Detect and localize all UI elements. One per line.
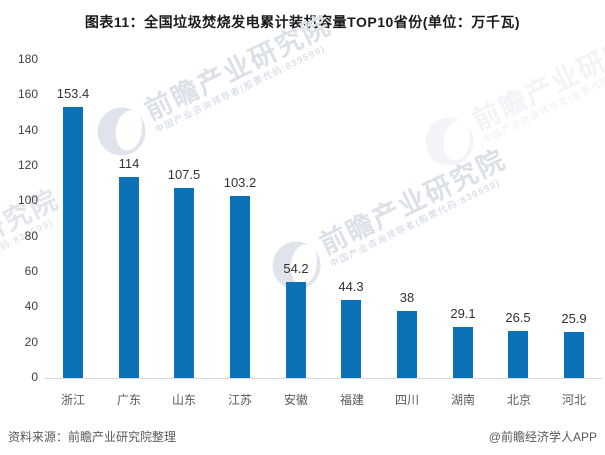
x-axis-category-label: 福建: [339, 393, 364, 407]
y-axis-tick-label: 0: [31, 370, 38, 384]
bar-江苏: [230, 196, 250, 378]
y-axis-tick-label: 60: [24, 264, 38, 278]
bar-value-label: 29.1: [450, 306, 476, 321]
bar-value-label: 103.2: [223, 175, 257, 190]
y-axis-tick-label: 80: [24, 228, 38, 243]
y-axis-tick-label: 100: [17, 193, 38, 208]
x-axis-category-label: 广东: [116, 393, 141, 407]
bar-value-label: 26.5: [505, 310, 531, 325]
bar-安徽: [286, 282, 306, 378]
y-axis-tick-label: 40: [24, 299, 38, 314]
x-axis-category-label: 安徽: [283, 393, 308, 407]
bar-北京: [508, 331, 528, 378]
bar-河北: [564, 332, 584, 378]
bar-福建: [341, 300, 361, 378]
bar-value-label: 114: [118, 156, 140, 171]
bar-山东: [174, 188, 194, 378]
bar-value-label: 153.4: [56, 86, 90, 101]
x-axis-category-label: 四川: [394, 393, 419, 407]
credit-note: @前瞻经济学人APP: [488, 430, 597, 444]
chart-title: 图表11：全国垃圾焚烧发电累计装机容量TOP10省份(单位：万千瓦): [84, 14, 521, 30]
x-axis-category-label: 浙江: [60, 393, 85, 407]
bar-value-label: 107.5: [167, 167, 201, 182]
bar-value-label: 44.3: [338, 279, 364, 294]
bar-湖南: [453, 327, 473, 378]
y-axis-tick-label: 120: [17, 158, 38, 172]
x-axis-category-label: 湖南: [450, 393, 475, 407]
x-axis-category-label: 北京: [506, 393, 531, 407]
bar-四川: [397, 311, 417, 378]
x-axis-category-label: 江苏: [227, 393, 252, 407]
bar-value-label: 38: [399, 290, 415, 305]
y-axis-tick-label: 180: [17, 52, 38, 66]
x-axis-category-label: 河北: [561, 393, 586, 407]
data-source-note: 资料来源：前瞻产业研究院整理: [8, 430, 177, 444]
bar-value-label: 25.9: [561, 311, 587, 326]
bar-value-label: 54.2: [283, 261, 309, 276]
y-axis-tick-label: 140: [17, 122, 38, 137]
bar-浙江: [63, 107, 83, 378]
x-axis-category-label: 山东: [171, 393, 196, 407]
x-axis-line: [45, 378, 602, 379]
y-axis-tick-label: 20: [24, 334, 38, 349]
bar-广东: [119, 177, 139, 378]
y-axis-tick-label: 160: [17, 87, 38, 102]
